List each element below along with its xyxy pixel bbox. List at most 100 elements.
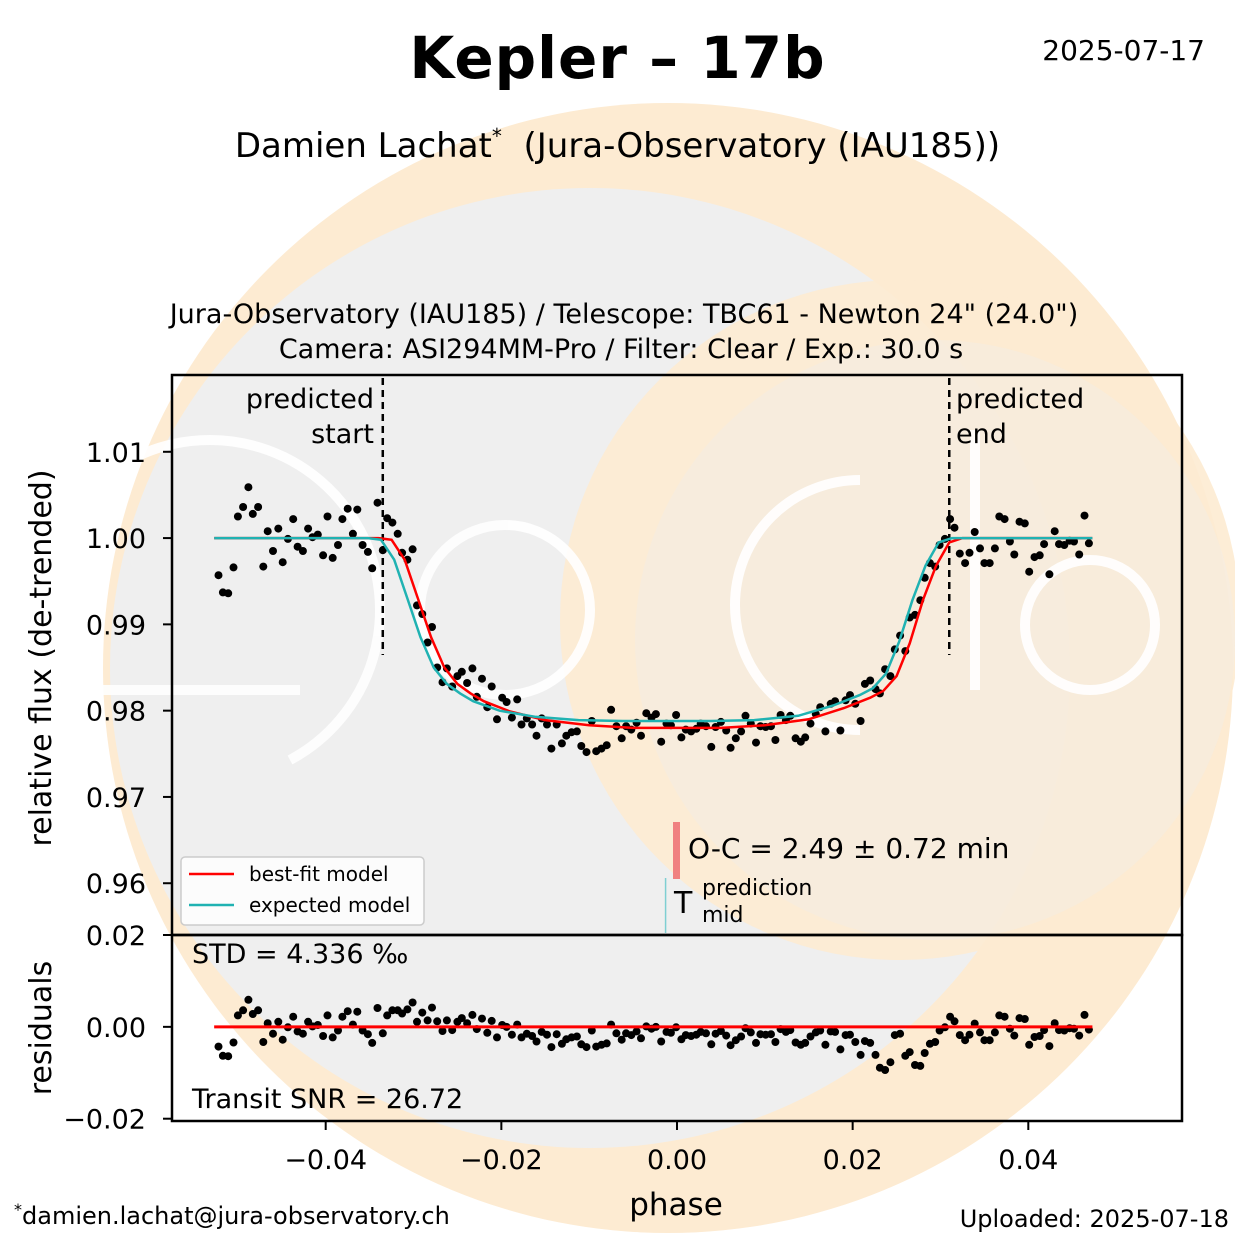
legend: best-fit model expected model — [180, 856, 425, 926]
residual-point — [801, 1038, 810, 1047]
tmid-super: prediction — [702, 876, 812, 901]
data-point — [985, 559, 994, 568]
data-point — [373, 498, 382, 507]
data-point — [293, 542, 302, 551]
data-point — [233, 512, 242, 521]
data-point — [487, 682, 496, 691]
residual-point — [468, 1010, 477, 1019]
data-point — [677, 733, 686, 742]
residual-point — [950, 1017, 959, 1026]
data-point — [1050, 527, 1059, 536]
snr-text: Transit SNR = 26.72 — [191, 1084, 463, 1115]
predicted-end-label-line2: end — [956, 419, 1007, 450]
residual-point — [752, 1038, 760, 1047]
y-axis-label: relative flux (de-trended) — [24, 469, 59, 846]
data-point — [278, 558, 287, 567]
data-point — [976, 544, 984, 553]
footer-email: *damien.lachat@jura-observatory.ch — [14, 1200, 450, 1230]
footer-upload-date: Uploaded: 2025-07-18 — [959, 1205, 1229, 1233]
residual-point — [298, 1029, 307, 1038]
residual-point — [214, 1042, 223, 1051]
residual-point — [955, 1031, 964, 1040]
residual-point — [552, 1030, 561, 1039]
data-point — [1070, 537, 1078, 546]
data-point — [950, 523, 959, 532]
data-point — [1020, 519, 1029, 528]
residual-point — [239, 1006, 248, 1015]
residual-point — [1010, 1031, 1019, 1040]
data-point — [801, 733, 810, 742]
x-tick-label: 0.00 — [647, 1145, 707, 1176]
observer-line: Damien Lachat* (Jura-Observatory (IAU185… — [0, 124, 1235, 166]
data-point — [1075, 550, 1084, 559]
data-point — [741, 711, 750, 720]
residual-point — [269, 1029, 277, 1038]
data-point — [547, 744, 556, 753]
main-plot-panel: predicted start predicted end O-C = 2.49 ± 0… — [24, 373, 1184, 937]
residual-point — [334, 1026, 342, 1035]
expected-model-line — [214, 536, 1093, 723]
predicted-start-label-line1: predicted — [246, 384, 374, 415]
data-point — [343, 504, 352, 513]
residual-point — [413, 1017, 421, 1026]
data-point — [856, 717, 865, 725]
residuals-y-axis-label: residuals — [24, 961, 59, 1096]
main-plot-area — [214, 378, 1093, 757]
setup-line-1: Jura-Observatory (IAU185) / Telescope: T… — [169, 299, 1079, 330]
data-point — [1084, 539, 1093, 548]
residual-point — [403, 1005, 412, 1014]
data-point — [328, 553, 337, 562]
residual-point — [1075, 1031, 1084, 1040]
data-point — [602, 741, 611, 750]
data-point — [468, 664, 477, 673]
residual-point — [338, 1012, 347, 1021]
data-point — [289, 515, 298, 524]
residual-point — [866, 1038, 875, 1047]
data-point — [752, 738, 760, 747]
data-point — [582, 748, 591, 757]
data-point — [557, 739, 566, 748]
data-point — [836, 726, 845, 735]
data-point — [1005, 537, 1014, 546]
residual-point — [836, 1045, 845, 1054]
residual-point — [931, 1038, 940, 1046]
data-point — [224, 589, 233, 598]
residual-point — [871, 1050, 880, 1059]
data-point — [821, 727, 830, 736]
x-tick-label: −0.04 — [284, 1145, 367, 1176]
data-point — [368, 564, 377, 573]
x-axis-label: phase — [629, 1187, 723, 1223]
residual-point — [383, 1011, 392, 1020]
data-point — [214, 571, 223, 580]
residual-point — [1035, 1032, 1044, 1040]
data-point — [263, 527, 272, 536]
x-tick-label: −0.02 — [460, 1145, 543, 1176]
residual-point — [737, 1032, 746, 1041]
watermark-crescent-inner — [635, 340, 1235, 940]
data-point — [274, 524, 283, 533]
legend-box — [180, 856, 425, 926]
observation-date: 2025-07-17 — [1042, 34, 1205, 67]
residual-point — [726, 1041, 735, 1050]
data-point — [388, 518, 397, 527]
data-point — [1045, 570, 1054, 579]
residual-point — [666, 1028, 675, 1037]
data-point — [806, 719, 815, 728]
oc-text: O-C = 2.49 ± 0.72 min — [688, 832, 1009, 865]
residual-point — [428, 1003, 436, 1012]
data-point — [607, 705, 616, 714]
data-point — [651, 710, 660, 719]
residual-point — [657, 1037, 666, 1046]
residual-point — [587, 1026, 596, 1035]
residual-point — [632, 1027, 641, 1036]
data-point — [463, 679, 472, 687]
data-point — [313, 530, 322, 539]
y-tick-label: 0.97 — [86, 783, 146, 814]
residual-point — [746, 1028, 755, 1037]
data-point — [428, 623, 436, 631]
watermark-background — [35, 103, 1235, 1233]
residual-point — [507, 1030, 516, 1039]
data-point — [348, 529, 357, 538]
data-point — [239, 503, 248, 511]
